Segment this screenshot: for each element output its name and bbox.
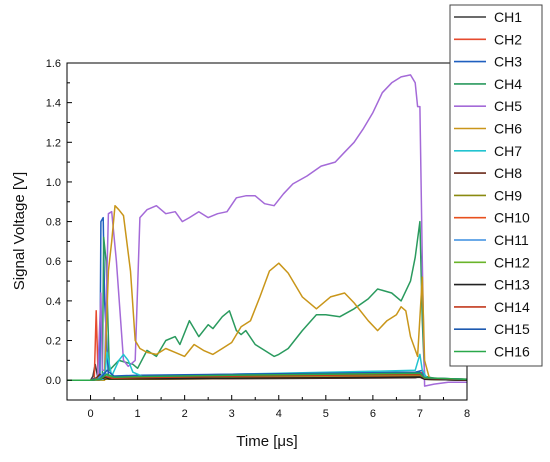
legend-label: CH7 [494,143,522,159]
legend-label: CH14 [494,299,530,315]
x-tick-label: 2 [182,408,188,420]
y-tick-label: 0.6 [46,256,61,268]
legend-label: CH4 [494,76,522,92]
x-tick-label: 7 [417,408,423,420]
y-axis-label: Signal Voltage [V] [11,172,28,290]
x-tick-label: 6 [370,408,376,420]
legend-label: CH11 [494,232,529,248]
x-axis: 0 1 2 3 4 5 6 7 8 [66,395,470,420]
legend: CH1 CH2 CH3 CH4 CH5 CH6 CH7 CH8 CH9 CH10 CH11 CH12 C… [449,4,543,367]
y-tick-label: 0.0 [46,375,61,387]
plot-frame [66,62,468,401]
series-lines [67,74,468,387]
y-tick-label: 1.4 [46,98,61,110]
series-line-ch6 [67,204,468,381]
legend-label: CH1 [494,9,522,25]
y-tick-label: 0.2 [46,336,61,348]
legend-label: CH10 [494,210,530,226]
legend-label: CH3 [494,54,522,70]
y-tick-label: 0.8 [46,217,61,229]
legend-label: CH13 [494,277,530,293]
legend-label: CH2 [494,31,522,47]
legend-label: CH9 [494,187,522,203]
legend-label: CH5 [494,98,522,114]
legend-label: CH16 [494,344,530,360]
x-tick-label: 3 [229,408,235,420]
y-tick-label: 1.6 [46,58,61,70]
y-tick-label: 1.2 [46,137,61,149]
x-axis-label: Time [μs] [236,433,297,450]
legend-label: CH12 [494,254,530,270]
x-tick-label: 0 [87,408,93,420]
y-tick-label: 0.4 [46,296,61,308]
legend-box [449,4,543,367]
y-tick-label: 1.0 [46,177,61,189]
legend-label: CH6 [494,121,522,137]
x-tick-label: 8 [464,408,470,420]
x-tick-label: 5 [323,408,329,420]
x-tick-label: 1 [135,408,141,420]
legend-label: CH15 [494,321,530,337]
y-axis: 0.0 0.2 0.4 0.6 0.8 1.0 1.2 1.4 1.6 [46,58,72,401]
series-line-ch16 [67,372,468,381]
legend-label: CH8 [494,165,522,181]
series-line-ch5 [67,74,467,387]
x-tick-label: 4 [276,408,282,420]
series-line-ch4 [67,220,468,381]
